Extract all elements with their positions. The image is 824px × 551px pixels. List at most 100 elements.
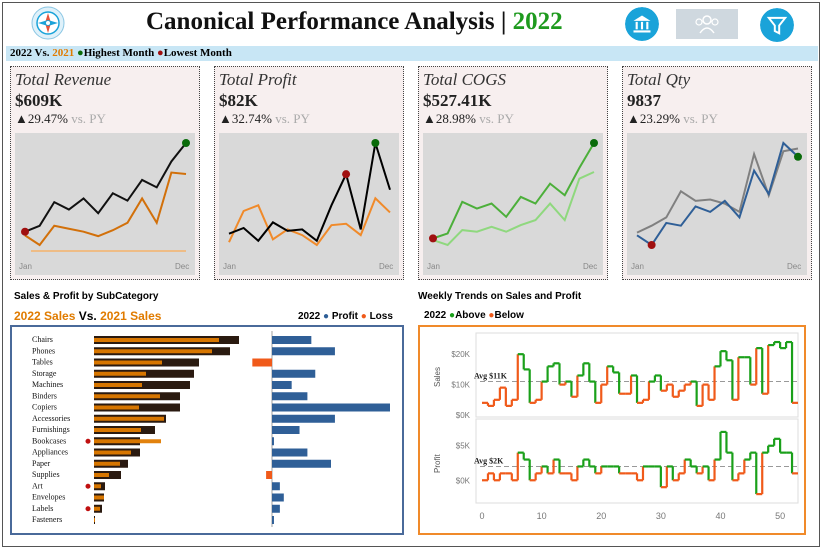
kpi-change-value: ▲28.98% (423, 111, 476, 126)
kpi-change-value: ▲29.47% (15, 111, 68, 126)
above-dot-icon: ● (449, 310, 456, 321)
x-tick-dec: Dec (175, 262, 189, 271)
kpi-value: $609K (15, 91, 63, 110)
bank-icon[interactable] (625, 7, 659, 41)
sales-2021-bar (94, 473, 109, 477)
kpi-change: ▲23.29% vs. PY (627, 111, 718, 127)
category-label: Art (32, 481, 43, 490)
legend-highest: Highest Month (83, 47, 155, 59)
profit-panel (475, 418, 799, 504)
people-icon[interactable] (676, 9, 738, 39)
category-label: Labels (32, 504, 53, 513)
highest-month-point (794, 152, 802, 161)
series-line-2022 (636, 141, 799, 247)
kpi-card-profit[interactable]: Total Profit $82K ▲32.74% vs. PY Jan Dec (214, 66, 404, 280)
subcat-bar-chart: Chairs Phones Tables Storage Machines Binders… (32, 331, 390, 527)
kpi-vs-label: vs. PY (475, 111, 514, 126)
sales-2021-bar (94, 416, 164, 421)
legend-lowest: Lowest Month (163, 47, 232, 59)
x-tick-jan: Jan (427, 262, 440, 271)
profit-bar (272, 369, 316, 378)
kpi-sparkline: Jan Dec (15, 133, 195, 275)
y-axis-title: Profit (433, 454, 442, 473)
category-label: Fasteners (32, 515, 62, 524)
x-tick-label: 40 (715, 511, 725, 521)
legend-sales-2021: 2021 Sales (100, 309, 162, 323)
subcat-profit-legend: 2022 ● Profit ● Loss (298, 311, 393, 322)
category-label: Binders (32, 391, 57, 400)
category-label: Storage (32, 369, 57, 378)
kpi-sparkline: Jan Dec (219, 133, 399, 275)
plot-area (219, 133, 399, 275)
x-tick-jan: Jan (631, 262, 644, 271)
highest-marker-icon: ● (77, 47, 84, 59)
kpi-sparkline: Jan Dec (423, 133, 603, 275)
category-label: Bookcases (32, 436, 66, 445)
kpi-sparkline: Jan Dec (627, 133, 807, 275)
sales-2021-bar (94, 383, 142, 387)
category-label: Tables (32, 358, 53, 367)
series-line-2022 (228, 142, 391, 243)
sales-2021-bar (94, 506, 100, 511)
kpi-title: Total Qty (627, 70, 691, 89)
kpi-vs-label: vs. PY (67, 111, 106, 126)
lowest-marker-icon: ● (157, 47, 164, 59)
legend-above: Above (455, 310, 486, 321)
profit-bar (272, 336, 312, 344)
profit-bar (272, 516, 274, 524)
filter-icon[interactable] (760, 8, 794, 42)
weekly-chart-box: $20K $10K $0K Sales Avg $11K $5K $0K Profit Avg … (418, 325, 806, 535)
average-label: Avg $2K (474, 456, 504, 465)
y-axis-title: Sales (433, 367, 442, 387)
series-line-2021 (432, 171, 595, 247)
sales-2021-bar (94, 450, 131, 455)
kpi-value: $527.41K (423, 91, 492, 110)
y-tick-label: $10K (451, 381, 470, 390)
weekly-section-title: Weekly Trends on Sales and Profit (418, 291, 582, 302)
sales-2021-bar (94, 428, 141, 432)
sales-2021-bar (94, 394, 160, 399)
below-dot-icon: ● (488, 310, 495, 321)
profit-bar (272, 347, 335, 356)
x-tick-dec: Dec (583, 262, 597, 271)
y-tick-label: $0K (456, 476, 471, 485)
profit-bar (272, 414, 335, 423)
profit-bar (272, 437, 274, 446)
x-tick-dec: Dec (379, 262, 393, 271)
compass-icon[interactable] (31, 6, 65, 40)
kpi-card-revenue[interactable]: Total Revenue $609K ▲29.47% vs. PY Jan De… (10, 66, 200, 280)
lowest-month-point (342, 170, 351, 179)
kpi-vs-label: vs. PY (679, 111, 718, 126)
y-tick-label: $0K (456, 411, 471, 420)
weekly-step-chart: $20K $10K $0K Sales Avg $11K $5K $0K Profit Avg … (433, 332, 799, 521)
profit-bar (272, 381, 292, 389)
lowest-month-point (647, 241, 656, 249)
subcat-section-title: Sales & Profit by SubCategory (14, 291, 159, 302)
legend-sales-2022: 2022 Sales (14, 309, 76, 323)
profit-bar (272, 493, 284, 502)
lowest-month-point (21, 227, 29, 236)
legend-vs: Vs. (75, 309, 101, 323)
x-tick-jan: Jan (223, 262, 236, 271)
kpi-card-cogs[interactable]: Total COGS $527.41K ▲28.98% vs. PY Jan De… (418, 66, 608, 280)
sales-2021-bar (94, 405, 139, 410)
category-label: Paper (32, 459, 51, 468)
series-line-2021 (24, 171, 187, 247)
lowest-marker (85, 438, 91, 444)
lowest-marker (85, 483, 91, 489)
lowest-month-point (429, 234, 437, 243)
kpi-card-qty[interactable]: Total Qty 9837 ▲23.29% vs. PY Jan Dec (622, 66, 812, 280)
x-tick-dec: Dec (787, 262, 801, 271)
plot-area (423, 133, 603, 275)
subcat-chart-box: Chairs Phones Tables Storage Machines Binders… (10, 325, 404, 535)
profit-bar (272, 392, 308, 401)
x-tick-label: 0 (479, 511, 484, 521)
lowest-marker (85, 506, 91, 512)
series-line-2022 (24, 142, 187, 233)
profit-bar (272, 426, 300, 434)
highest-month-point (371, 139, 380, 147)
sales-2021-bar (94, 461, 120, 466)
legend-2021: 2021 (52, 47, 75, 59)
subcat-sales-legend: 2022 Sales Vs. 2021 Sales (14, 309, 161, 323)
